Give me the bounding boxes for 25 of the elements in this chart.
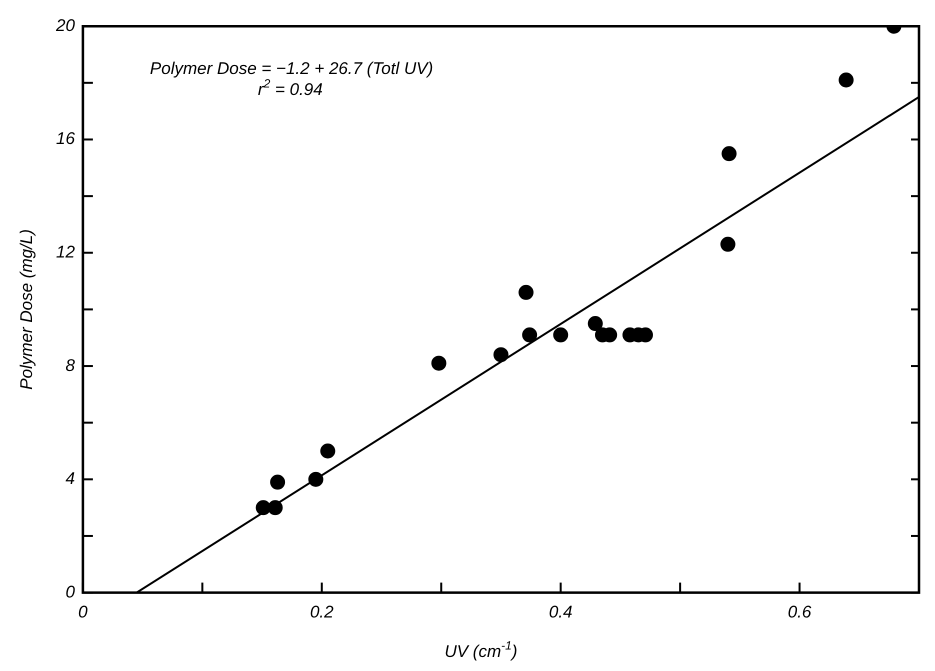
point	[308, 472, 324, 487]
y-tick-label: 4	[65, 469, 75, 488]
x-tick-label: 0	[78, 602, 88, 622]
point	[493, 347, 508, 362]
point	[838, 72, 854, 88]
x-tick-label: 0.4	[548, 602, 572, 622]
point	[431, 356, 446, 371]
point	[270, 474, 286, 490]
annotation: Polymer Dose = −1.2 + 26.7 (Totl UV)	[150, 59, 434, 78]
point	[588, 316, 603, 332]
y-tick-label: 16	[56, 129, 76, 148]
y-tick-label: 12	[56, 242, 76, 262]
y-tick-label: 20	[54, 16, 76, 35]
y-tick-label: 0	[65, 582, 76, 602]
point	[722, 146, 737, 162]
point	[553, 327, 568, 342]
point	[522, 327, 538, 342]
x-tick-label: 0.2	[310, 602, 334, 622]
y-axis-title: Polymer Dose (mg/L)	[17, 229, 36, 390]
x-tick-label: 0.6	[788, 602, 812, 622]
point	[518, 284, 534, 300]
point	[268, 500, 283, 516]
point	[720, 236, 736, 252]
point	[320, 444, 336, 458]
y-tick-label: 8	[65, 356, 76, 375]
